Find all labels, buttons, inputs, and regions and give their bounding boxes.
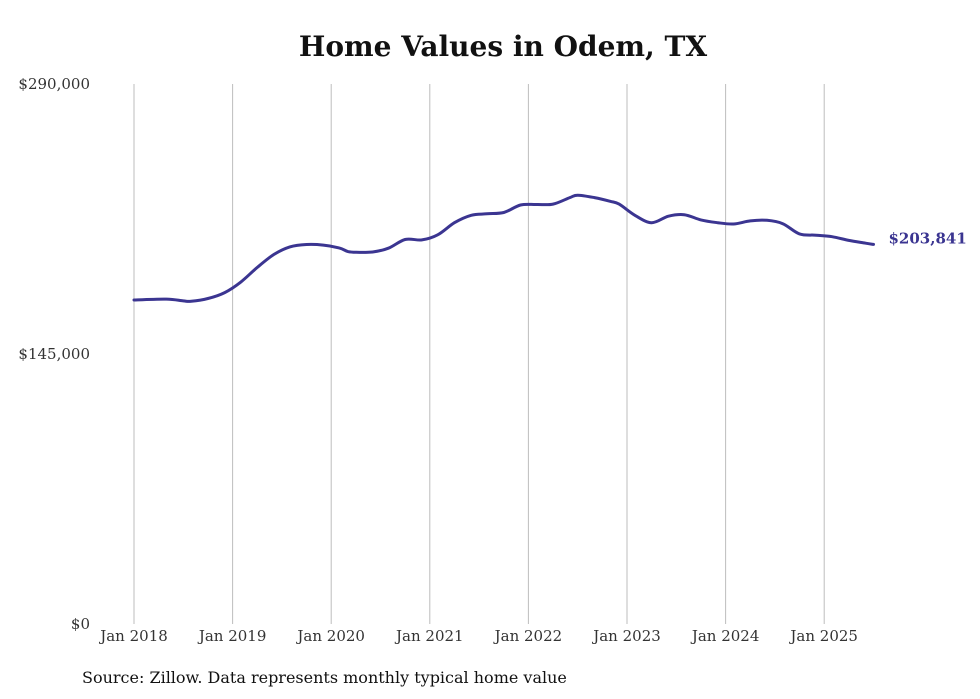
grid-lines — [133, 84, 825, 624]
end-value-label: $203,841 — [889, 229, 967, 247]
y-tick-labels: $0 $145,000 $290,000 — [18, 75, 90, 633]
chart-title: Home Values in Odem, TX — [298, 30, 708, 63]
series-line-home-value — [132, 193, 875, 303]
y-tick-label: $290,000 — [18, 75, 90, 93]
x-tick-label: Jan 2018 — [98, 627, 168, 645]
x-tick-label: Jan 2024 — [690, 627, 760, 645]
x-tick-label: Jan 2025 — [788, 627, 858, 645]
x-tick-label: Jan 2021 — [394, 627, 464, 645]
x-tick-label: Jan 2019 — [197, 627, 267, 645]
x-tick-label: Jan 2023 — [591, 627, 661, 645]
x-tick-label: Jan 2022 — [493, 627, 563, 645]
x-tick-labels: Jan 2018 Jan 2019 Jan 2020 Jan 2021 Jan 2022… — [98, 627, 858, 645]
source-note: Source: Zillow. Data represents monthly … — [82, 668, 567, 687]
y-tick-label: $0 — [71, 615, 90, 633]
x-tick-label: Jan 2020 — [295, 627, 365, 645]
y-tick-label: $145,000 — [18, 345, 90, 363]
